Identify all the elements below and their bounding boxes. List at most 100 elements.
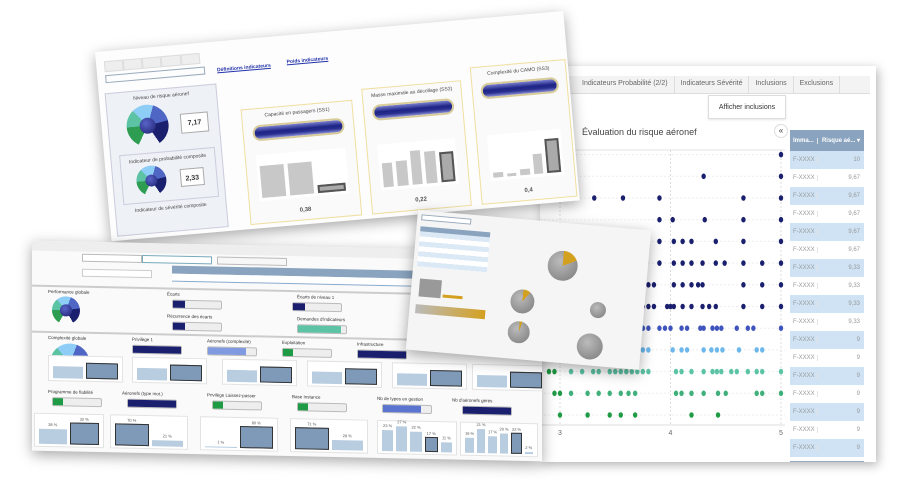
distribution-bar[interactable]: 80 %	[239, 420, 273, 449]
tab-exclusions[interactable]: Exclusions	[794, 76, 841, 93]
scatter-point	[778, 195, 784, 201]
table-header: Imma... Risque aé... ▾	[790, 130, 864, 151]
risk-cell: 9	[856, 391, 860, 397]
scatter-point	[668, 303, 673, 310]
histogram-bar[interactable]	[493, 172, 504, 178]
distribution-bar[interactable]: 28 %	[39, 422, 67, 445]
tab[interactable]	[217, 256, 287, 266]
indicator-label: Récurrence des écarts	[167, 313, 213, 320]
distribution-bar[interactable]: 22 %	[410, 424, 422, 452]
scatter-point	[590, 368, 596, 375]
collapse-button[interactable]: «	[774, 124, 788, 138]
scatter-point	[700, 282, 705, 288]
tab[interactable]	[180, 52, 201, 66]
tab[interactable]	[160, 54, 182, 68]
table-row[interactable]: F-XXXX 9,33	[790, 259, 864, 277]
table-row[interactable]: F-XXXX 9	[790, 385, 864, 403]
table-scrollbar[interactable]	[790, 461, 864, 462]
distribution-bar[interactable]: 11 %	[440, 435, 453, 453]
column-risk[interactable]: Risque aé... ▾	[821, 138, 860, 144]
percent-label: 27 %	[397, 419, 407, 425]
histogram-bar[interactable]	[506, 172, 517, 177]
histogram-bar[interactable]	[287, 161, 315, 196]
distribution-bar	[170, 364, 202, 382]
histogram-bar[interactable]	[259, 163, 287, 198]
distribution-bar[interactable]: 21 %	[476, 422, 486, 454]
distribution-bar[interactable]: 71 %	[295, 421, 329, 450]
distribution-box	[132, 356, 207, 385]
tab[interactable]	[103, 59, 124, 73]
table-row[interactable]: F-XXXX 9	[790, 331, 864, 349]
scatter-point	[651, 282, 657, 288]
table-row[interactable]: F-XXXX 9,67	[790, 187, 864, 205]
registration-cell: F-XXXX	[790, 319, 818, 325]
table-row[interactable]: F-XXXX 9	[790, 439, 864, 457]
distribution-bar[interactable]: 21 %	[151, 433, 183, 447]
scatter-point	[710, 325, 715, 332]
histogram-bar[interactable]	[396, 160, 409, 187]
table-row[interactable]: F-XXXX 9	[790, 349, 864, 367]
tab[interactable]	[141, 56, 162, 69]
histogram-bar[interactable]	[532, 153, 544, 175]
indicator-label: Écarts	[167, 291, 180, 297]
registration-cell: F-XXXX	[790, 247, 818, 253]
table-row[interactable]: F-XXXX 9,67	[790, 205, 864, 223]
distribution-box	[222, 358, 297, 387]
histogram-bar[interactable]	[520, 168, 531, 176]
scatter-point	[689, 412, 694, 418]
pie-statistics-window	[405, 210, 652, 370]
scatter-point	[618, 368, 623, 375]
scatter-point	[760, 303, 765, 310]
level-bar	[132, 344, 182, 355]
filter-input[interactable]	[421, 214, 472, 225]
table-row[interactable]: F-XXXX 9,33	[790, 295, 864, 313]
table-row[interactable]: F-XXXX 9,33	[790, 313, 864, 331]
scatter-point	[620, 195, 626, 201]
distribution-bar[interactable]: 17 %	[424, 431, 438, 453]
scatter-point	[714, 325, 720, 332]
tab-probabilite[interactable]: Indicateurs Probabilité (2/2)	[576, 76, 675, 93]
distribution-bar[interactable]: 1 %	[205, 440, 237, 448]
distribution-bar[interactable]: 29 %	[331, 433, 363, 451]
table-row[interactable]: F-XXXX 9	[790, 403, 864, 421]
tab-inclusions[interactable]: Inclusions	[749, 76, 794, 93]
histogram-bar[interactable]	[438, 151, 456, 183]
distribution-bar[interactable]: 23 %	[382, 423, 394, 452]
column-registration[interactable]: Imma...	[790, 137, 818, 144]
table-row[interactable]: F-XXXX 9,67	[790, 169, 864, 187]
registration-cell: F-XXXX	[790, 427, 818, 433]
scatter-point	[754, 368, 759, 375]
distribution-bar[interactable]: 32 %	[69, 416, 99, 446]
organisation-select[interactable]	[82, 268, 152, 279]
table-row[interactable]: F-XXXX 10	[790, 151, 864, 169]
indicator-label: Nb d'aéronefs gérés	[452, 397, 493, 404]
histogram-bar[interactable]	[381, 162, 395, 188]
table-row[interactable]: F-XXXX 9	[790, 421, 864, 439]
table-row[interactable]: F-XXXX 9,67	[790, 223, 864, 241]
distribution-bar[interactable]: 70 %	[115, 417, 149, 447]
distribution-bar[interactable]: 27 %	[396, 420, 408, 452]
show-inclusions-button[interactable]: Afficher inclusions	[708, 95, 786, 119]
distribution-bar[interactable]: 2 %	[524, 445, 533, 455]
distribution-bar[interactable]: 16 %	[465, 430, 474, 453]
weights-link[interactable]: Poids indicateurs	[286, 55, 329, 66]
indicator-label: Privilège Laissez-passer	[207, 392, 256, 399]
probability-value: 2,33	[179, 166, 206, 188]
distribution-bar[interactable]: 17 %	[488, 429, 497, 454]
tab[interactable]	[82, 253, 142, 263]
scatter-point	[715, 390, 721, 397]
table-row[interactable]: F-XXXX 9,33	[790, 277, 864, 295]
histogram-bar[interactable]	[317, 182, 347, 194]
histogram-bar[interactable]	[424, 150, 438, 184]
scatter-point	[713, 260, 719, 266]
tab[interactable]	[122, 57, 143, 71]
distribution-bar[interactable]: 22 %	[511, 427, 522, 454]
histogram-bar[interactable]	[544, 137, 562, 174]
tab[interactable]	[142, 254, 212, 265]
definitions-link[interactable]: Définitions indicateurs	[216, 62, 272, 74]
table-row[interactable]: F-XXXX 9,67	[790, 241, 864, 259]
tab-severite[interactable]: Indicateurs Sévérité	[675, 76, 750, 93]
table-row[interactable]: F-XXXX 9	[790, 367, 864, 385]
histogram-bar[interactable]	[409, 150, 423, 185]
distribution-bar[interactable]: 20 %	[499, 427, 509, 454]
